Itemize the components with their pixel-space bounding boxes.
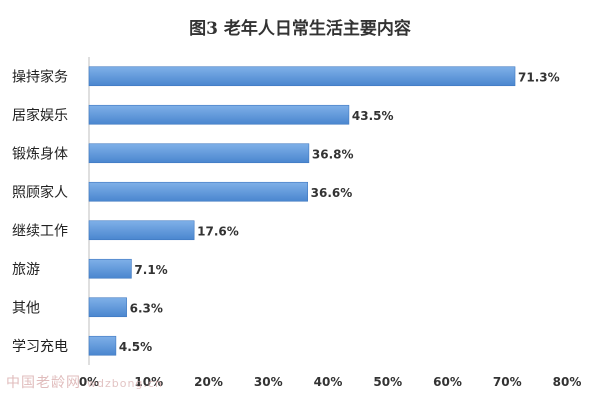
data-label: 6.3% — [130, 301, 163, 315]
category-label: 其他 — [12, 300, 40, 316]
watermark-site: 中国老龄网 — [6, 375, 81, 391]
bar — [88, 335, 117, 356]
plot-area: 操持家务 71.3% 居家娱乐 43.5% 锻炼身体 36.8% 照顾家人 36.6% 继续工作… — [12, 57, 581, 389]
x-tick-label: 70% — [493, 375, 522, 389]
data-label: 17.6% — [197, 224, 239, 238]
data-label: 43.5% — [352, 109, 394, 123]
data-label: 36.8% — [312, 147, 354, 161]
category-label: 继续工作 — [12, 222, 68, 239]
bar — [88, 143, 310, 164]
x-tick-label: 10% — [134, 375, 163, 389]
watermark: 中国老龄网 wdzbong.cn — [6, 372, 163, 392]
category-label: 照顾家人 — [12, 184, 68, 201]
bar — [88, 104, 350, 125]
bar — [88, 220, 195, 241]
x-tick-label: 20% — [194, 375, 223, 389]
category-label: 旅游 — [12, 262, 40, 278]
data-label: 36.6% — [311, 186, 353, 200]
watermark-domain: wdzbong.cn — [87, 377, 163, 390]
bar — [88, 258, 132, 279]
x-tick-label: 50% — [373, 375, 402, 389]
bar — [88, 66, 516, 87]
x-tick-label: 60% — [433, 375, 462, 389]
category-label: 锻炼身体 — [12, 146, 68, 162]
category-label: 居家娱乐 — [12, 107, 68, 124]
x-tick-label: 30% — [254, 375, 283, 389]
data-label: 71.3% — [518, 70, 560, 84]
bar — [88, 181, 308, 202]
x-tick-label: 40% — [314, 375, 343, 389]
category-label: 操持家务 — [12, 68, 68, 85]
x-tick-label: 80% — [553, 375, 582, 389]
bar — [88, 297, 127, 318]
chart-title: 图3 老年人日常生活主要内容 — [189, 19, 411, 39]
data-label: 4.5% — [119, 340, 152, 354]
data-label: 7.1% — [134, 263, 167, 277]
category-label: 学习充电 — [12, 339, 68, 355]
x-tick-label: 0% — [79, 375, 99, 389]
